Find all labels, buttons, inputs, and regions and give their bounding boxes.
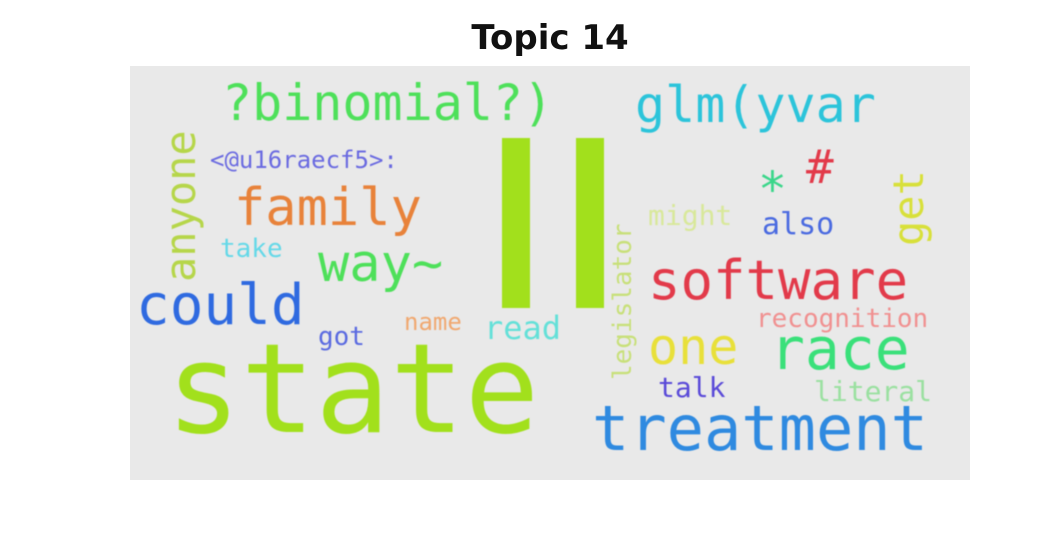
word-legislator: legislator — [608, 223, 638, 380]
pipe-bar-left — [502, 138, 530, 308]
word-treatment: treatment — [592, 392, 928, 465]
word-cloud-panel: ?binomial?) glm(yvar <@u16raecf5>: famil… — [130, 66, 970, 480]
chart-title: Topic 14 — [471, 18, 629, 58]
word-anyone: anyone — [156, 130, 205, 282]
word-state: state — [166, 318, 540, 462]
word-one: one — [648, 318, 739, 376]
word-hash: # — [806, 140, 834, 194]
word-could: could — [136, 273, 305, 338]
word-might: might — [648, 199, 733, 232]
word-recognition: recognition — [756, 304, 929, 334]
word-got: got — [318, 322, 365, 352]
word-literal: literal — [814, 375, 933, 408]
word-user-tag: <@u16raecf5>: — [210, 146, 398, 174]
word-also: also — [762, 207, 835, 242]
word-race: race — [770, 315, 910, 383]
word-read: read — [484, 309, 562, 347]
word-take: take — [220, 234, 283, 264]
word-name: name — [404, 308, 462, 336]
word-glm: glm(yvar — [635, 76, 876, 134]
word-talk: talk — [658, 371, 726, 404]
word-binomial: ?binomial?) — [222, 74, 554, 132]
word-software: software — [648, 249, 909, 312]
word-get: get — [884, 170, 933, 246]
word-way: way~ — [318, 234, 444, 294]
word-star: * — [758, 162, 787, 218]
pipe-bar-right — [576, 138, 604, 308]
word-family: family — [234, 178, 422, 238]
